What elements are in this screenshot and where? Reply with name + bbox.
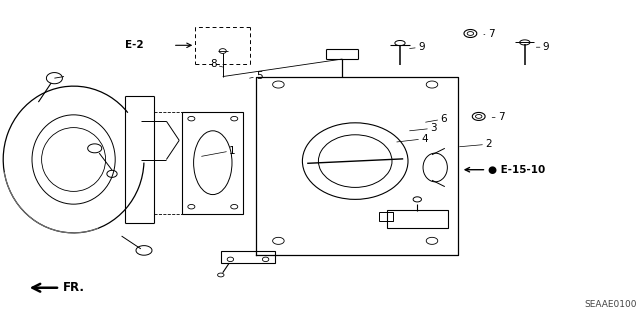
Text: 4: 4 <box>397 134 428 144</box>
Text: 9: 9 <box>410 42 424 52</box>
Text: 3: 3 <box>410 123 436 133</box>
Text: 6: 6 <box>426 114 447 124</box>
Text: 2: 2 <box>460 139 492 149</box>
Text: E-2: E-2 <box>125 40 143 50</box>
Text: 9: 9 <box>536 42 549 52</box>
Text: 1: 1 <box>202 145 236 156</box>
Text: ● E-15-10: ● E-15-10 <box>488 165 545 175</box>
Text: 5: 5 <box>250 71 262 81</box>
Text: FR.: FR. <box>33 281 84 294</box>
Text: SEAAE0100: SEAAE0100 <box>584 300 637 309</box>
Text: 7: 7 <box>492 112 504 122</box>
Text: 7: 7 <box>484 29 494 40</box>
Text: 8: 8 <box>210 59 223 70</box>
Bar <box>182 112 243 214</box>
Bar <box>221 251 275 263</box>
Bar <box>379 212 393 221</box>
Bar <box>387 210 448 228</box>
